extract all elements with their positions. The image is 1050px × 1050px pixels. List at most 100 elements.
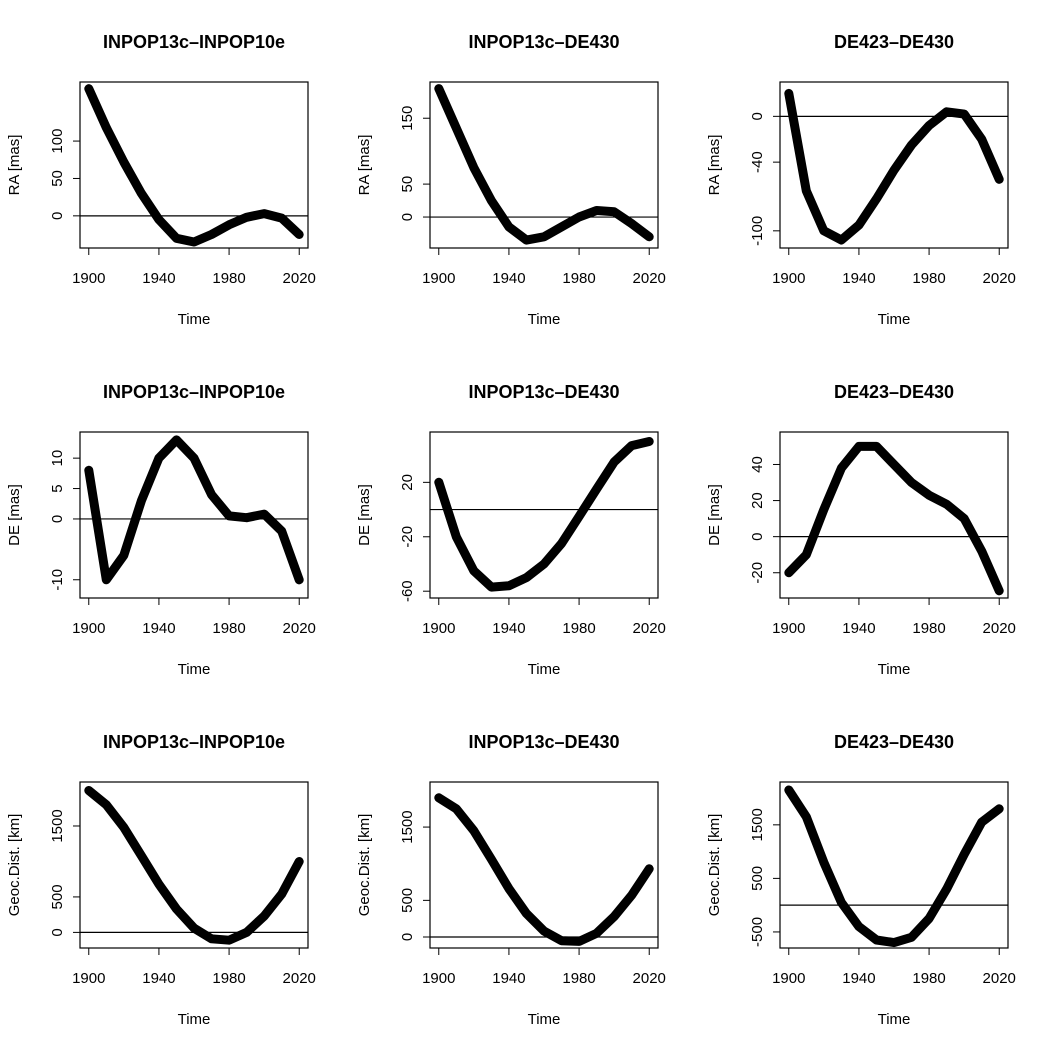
x-axis-label: Time: [178, 311, 211, 328]
y-axis-label: DE [mas]: [356, 484, 373, 546]
plot-frame: [779, 81, 1009, 249]
data-line: [84, 786, 304, 945]
y-tick-label: 50: [49, 170, 66, 187]
x-tick-label: 1980: [912, 620, 945, 637]
chart-title: DE423–DE430: [834, 32, 954, 52]
x-tick-label: 1980: [212, 270, 245, 287]
panel: INPOP13c–DE430 Time Geoc.Dist. [km] 1900 194…: [356, 732, 666, 1028]
x-tick-label: 1900: [422, 270, 455, 287]
x-axis-label: Time: [528, 661, 561, 678]
panel: INPOP13c–INPOP10e Time Geoc.Dist. [km] 1900…: [6, 732, 316, 1028]
x-tick-label: 2020: [633, 620, 666, 637]
plot-frame: [779, 431, 1009, 599]
y-tick-label: 0: [49, 928, 66, 936]
x-tick-label: 2020: [983, 620, 1016, 637]
data-line: [434, 84, 654, 245]
x-tick-label: 2020: [283, 970, 316, 987]
x-tick-label: 1900: [422, 970, 455, 987]
y-tick-label: 100: [49, 129, 66, 154]
x-axis-label: Time: [178, 661, 211, 678]
y-axis-label: DE [mas]: [6, 484, 23, 546]
y-axis-label: RA [mas]: [356, 135, 373, 196]
x-axis-label: Time: [528, 1011, 561, 1028]
y-axis-label: RA [mas]: [706, 135, 723, 196]
chart-title: INPOP13c–DE430: [468, 732, 619, 752]
y-tick-label: 0: [49, 515, 66, 523]
x-tick-label: 1940: [842, 270, 875, 287]
y-tick-label: 0: [49, 212, 66, 220]
x-tick-label: 1900: [772, 970, 805, 987]
y-tick-label: 150: [399, 106, 416, 131]
y-tick-label: -100: [749, 216, 766, 246]
x-tick-label: 1940: [492, 620, 525, 637]
x-tick-label: 1900: [72, 620, 105, 637]
data-line: [784, 785, 1004, 948]
x-tick-label: 1980: [562, 620, 595, 637]
x-tick-label: 2020: [633, 970, 666, 987]
x-axis-label: Time: [528, 311, 561, 328]
panel: INPOP13c–DE430 Time RA [mas] 1900 1940 1980 20…: [356, 32, 666, 328]
x-tick-label: 1980: [212, 620, 245, 637]
chart-title: INPOP13c–INPOP10e: [103, 32, 285, 52]
y-tick-label: -20: [399, 526, 416, 548]
x-tick-label: 2020: [633, 270, 666, 287]
plot-frame: [429, 81, 659, 249]
y-tick-label: 500: [49, 884, 66, 909]
plot-frame: [429, 431, 659, 599]
data-line: [84, 84, 304, 247]
y-tick-label: -10: [49, 569, 66, 591]
chart-title: INPOP13c–INPOP10e: [103, 382, 285, 402]
y-tick-label: -40: [749, 151, 766, 173]
x-tick-label: 1980: [562, 270, 595, 287]
x-tick-label: 2020: [283, 620, 316, 637]
y-tick-label: 0: [399, 933, 416, 941]
plot-frame: [429, 781, 659, 949]
x-tick-label: 1940: [142, 620, 175, 637]
y-axis-label: Geoc.Dist. [km]: [356, 814, 373, 917]
x-tick-label: 1900: [72, 970, 105, 987]
x-tick-label: 1980: [212, 970, 245, 987]
y-tick-label: -500: [749, 917, 766, 947]
x-tick-label: 1940: [142, 970, 175, 987]
chart-title: INPOP13c–DE430: [468, 382, 619, 402]
y-tick-label: 0: [749, 112, 766, 120]
y-tick-label: -60: [399, 580, 416, 602]
x-tick-label: 1940: [492, 970, 525, 987]
y-axis-label: Geoc.Dist. [km]: [6, 814, 23, 917]
panel: INPOP13c–DE430 Time DE [mas] 1900 1940 1980 20…: [356, 382, 666, 678]
x-tick-label: 1940: [142, 270, 175, 287]
data-line: [434, 437, 654, 592]
chart-title: DE423–DE430: [834, 732, 954, 752]
data-line: [784, 88, 1004, 245]
panel: DE423–DE430 Time DE [mas] 1900 1940 1980 2020 -…: [706, 382, 1016, 678]
y-tick-label: 20: [749, 492, 766, 509]
plot-frame: [79, 81, 309, 249]
y-tick-label: -20: [749, 562, 766, 584]
x-tick-label: 1900: [422, 620, 455, 637]
chart-title: INPOP13c–DE430: [468, 32, 619, 52]
x-tick-label: 1980: [912, 970, 945, 987]
x-axis-label: Time: [878, 661, 911, 678]
x-axis-label: Time: [878, 311, 911, 328]
x-tick-label: 1900: [772, 620, 805, 637]
y-tick-label: 500: [399, 888, 416, 913]
x-tick-label: 2020: [983, 270, 1016, 287]
data-line: [84, 435, 304, 585]
y-axis-label: Geoc.Dist. [km]: [706, 814, 723, 917]
x-tick-label: 1900: [772, 270, 805, 287]
plot-frame: [79, 431, 309, 599]
y-tick-label: 40: [749, 456, 766, 473]
panel: DE423–DE430 Time RA [mas] 1900 1940 1980 2020 -…: [706, 32, 1016, 328]
x-tick-label: 1980: [562, 970, 595, 987]
panel: INPOP13c–INPOP10e Time RA [mas] 1900 1940 198…: [6, 32, 316, 328]
plot-frame: [779, 781, 1009, 949]
chart-title: DE423–DE430: [834, 382, 954, 402]
x-tick-label: 1980: [912, 270, 945, 287]
y-tick-label: 20: [399, 474, 416, 491]
panel: INPOP13c–INPOP10e Time DE [mas] 1900 1940 198…: [6, 382, 316, 678]
chart-title: INPOP13c–INPOP10e: [103, 732, 285, 752]
x-tick-label: 1900: [72, 270, 105, 287]
y-tick-label: 1500: [749, 808, 766, 841]
x-tick-label: 1940: [842, 620, 875, 637]
